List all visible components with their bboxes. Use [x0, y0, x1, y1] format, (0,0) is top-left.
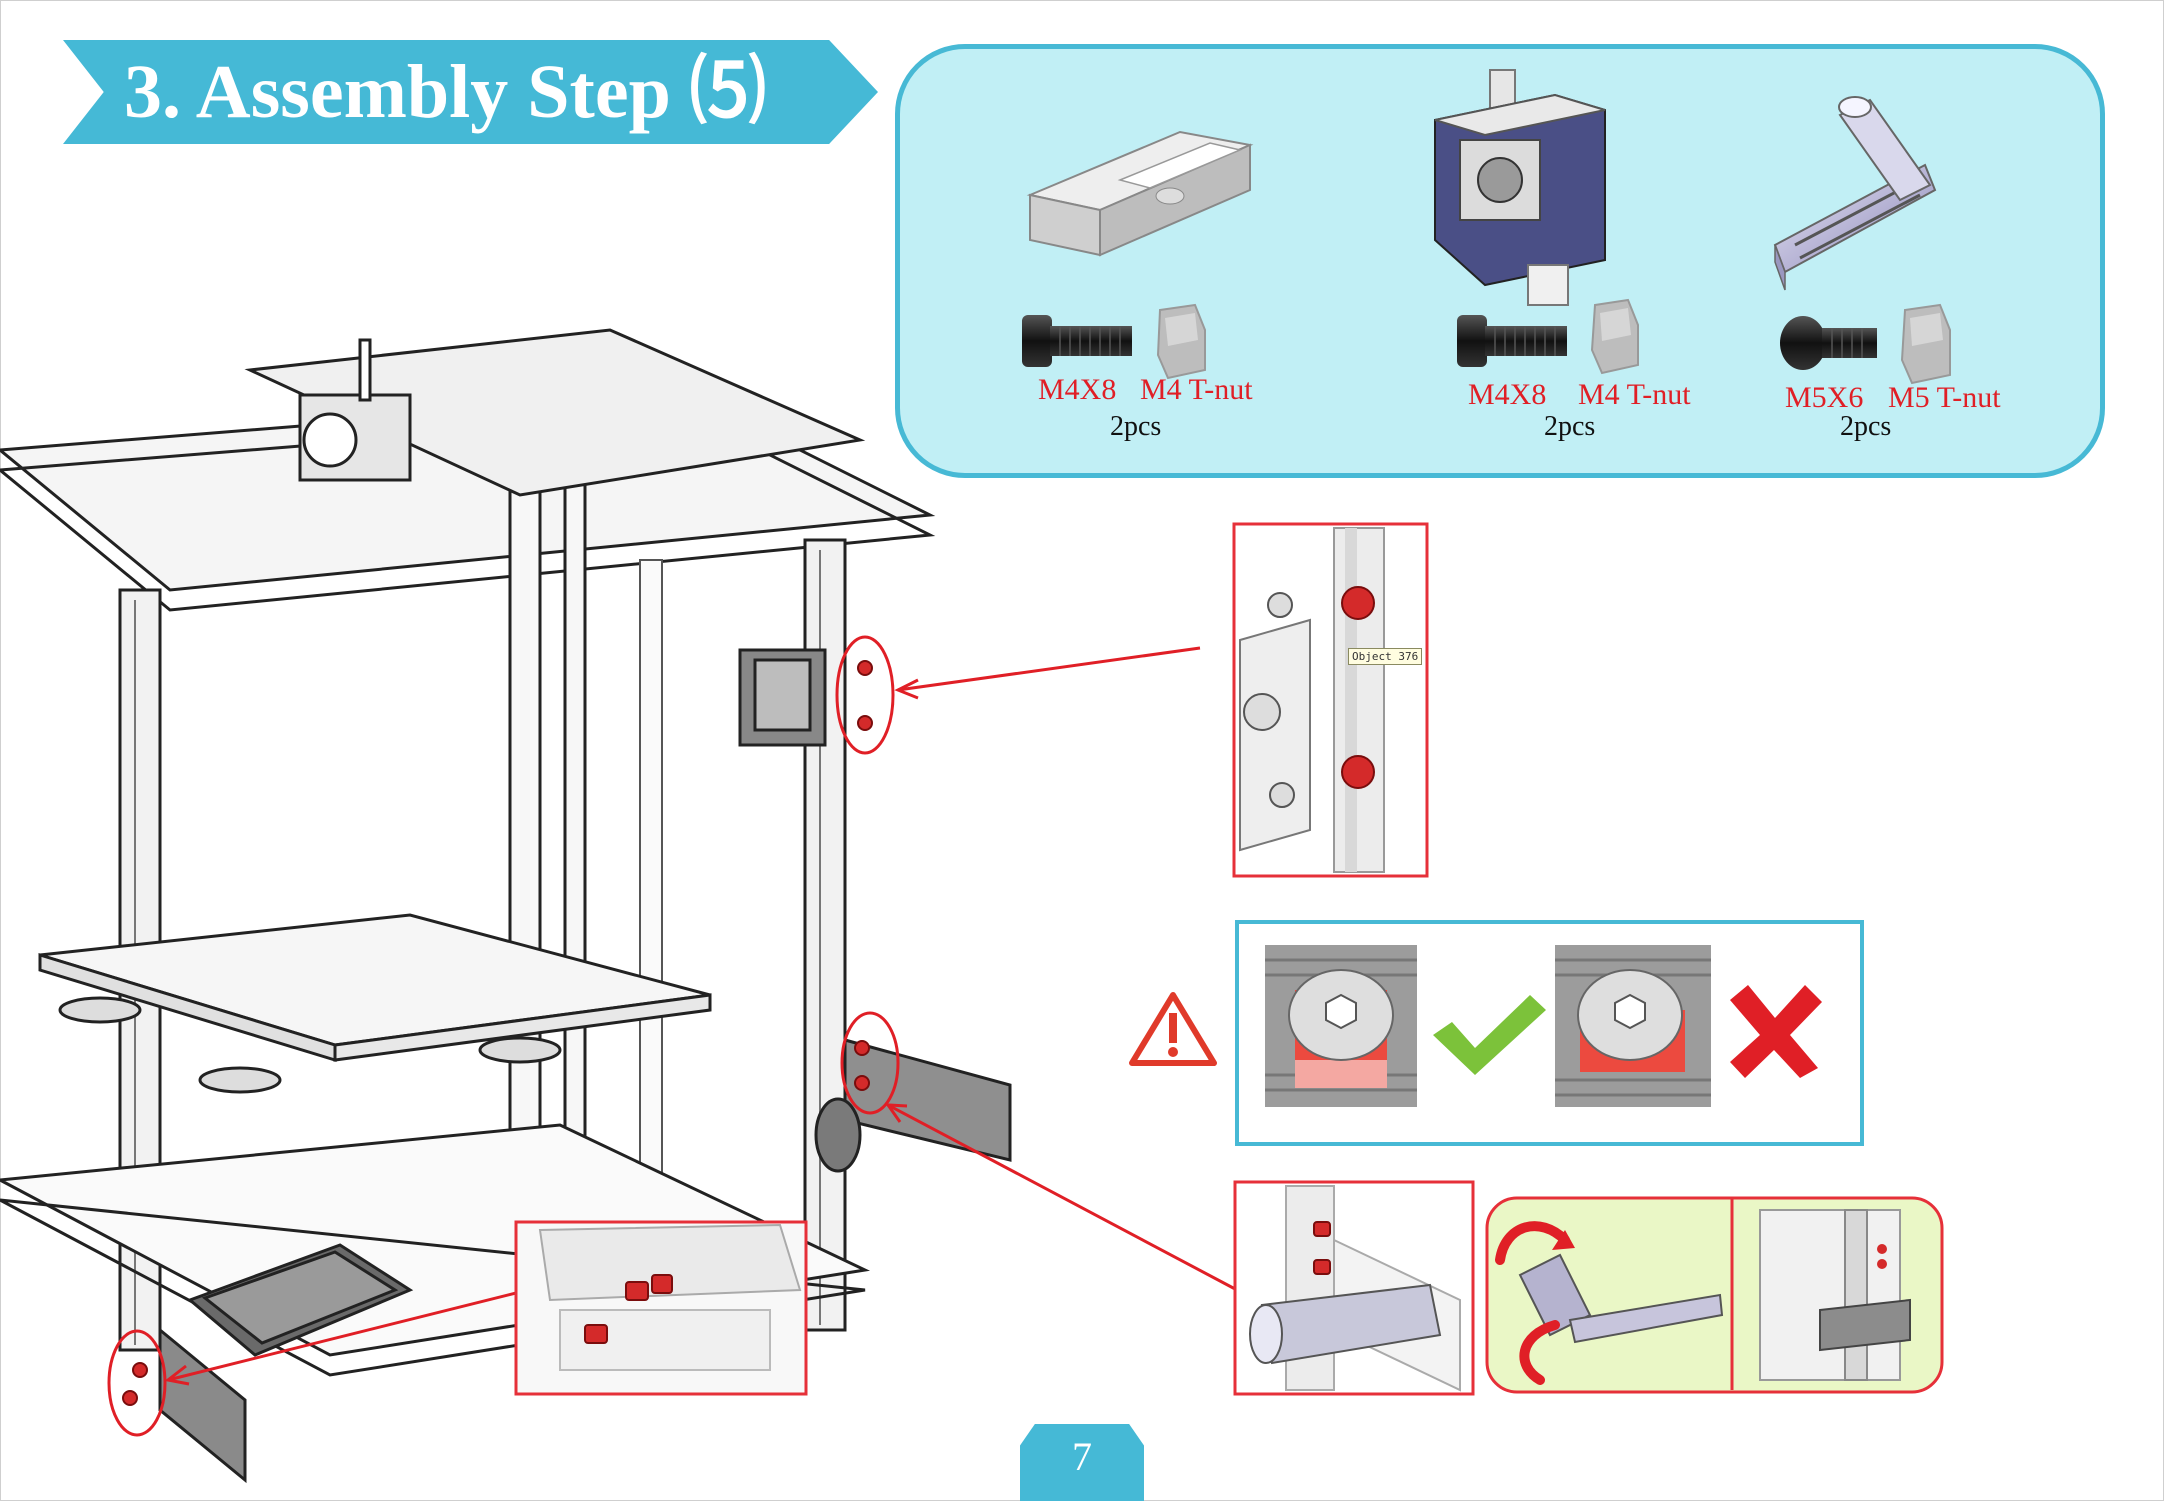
part1-nut-label: M4 T-nut [1140, 373, 1253, 406]
rotate-arrow-icon [1495, 1221, 1570, 1385]
page-number: 7 [1072, 1434, 1092, 1479]
tnut-m4-1 [1156, 303, 1206, 380]
extruder-mount-zoom [1232, 522, 1429, 878]
spool-mount-zoom [1233, 1180, 1475, 1396]
part2-count: 2pcs [1544, 411, 1596, 442]
part2-screw-label: M4X8 [1468, 378, 1547, 411]
part3-count: 2pcs [1840, 411, 1892, 442]
object-tooltip: Object 376 [1348, 648, 1423, 665]
highlight-circles [107, 635, 900, 1437]
spool-holder-part [1773, 96, 1937, 291]
tnut-m4-2 [1590, 298, 1639, 375]
base-screw-zoom [514, 1220, 808, 1396]
printer-frame [0, 328, 1012, 1484]
spool-rotation-box [1485, 1196, 1944, 1394]
tnut-orientation-box [1129, 920, 1864, 1146]
tnut-m5 [1900, 303, 1951, 385]
part2-nut-label: M4 T-nut [1578, 378, 1691, 411]
checkmark-icon [1433, 995, 1546, 1075]
page-number-tab [1020, 1424, 1144, 1501]
frame-screws [122, 660, 873, 1406]
part1-screw-label: M4X8 [1038, 373, 1117, 406]
part3-nut-label: M5 T-nut [1888, 381, 2001, 414]
title-banner [63, 40, 878, 144]
screw-m4x8-2 [1457, 315, 1567, 367]
screw-m4x8-1 [1022, 315, 1132, 367]
warning-triangle-icon [1129, 992, 1217, 1066]
extruder-part [1434, 69, 1606, 306]
screw-m5x6 [1780, 316, 1877, 370]
touchscreen-bracket-part [1026, 130, 1254, 257]
part1-count: 2pcs [1110, 411, 1162, 442]
cross-icon [1730, 985, 1822, 1078]
part3-screw-label: M5X6 [1785, 381, 1864, 414]
leader-arrows [164, 646, 1238, 1386]
page-title: 3. Assembly Step ⑸ [124, 50, 766, 134]
